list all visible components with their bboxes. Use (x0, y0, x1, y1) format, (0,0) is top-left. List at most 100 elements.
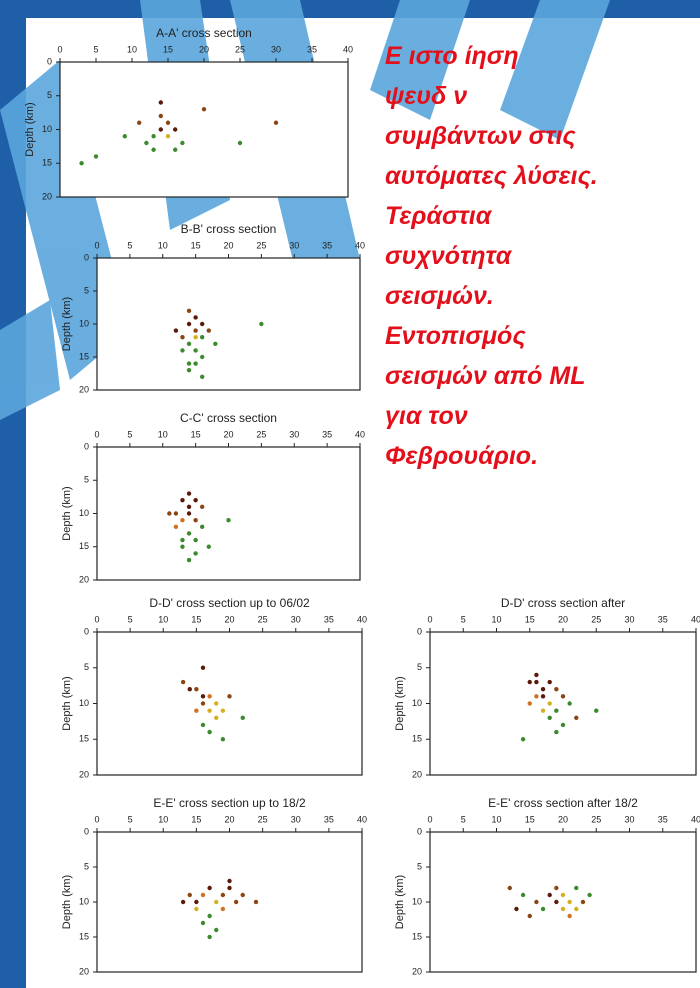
x-tick-label: 20 (224, 814, 234, 824)
note-line: Εντοπισμός (385, 322, 526, 350)
event-point (200, 920, 206, 926)
x-tick-label: 0 (57, 44, 62, 54)
event-point (514, 906, 519, 912)
y-tick-label: 20 (79, 769, 89, 779)
x-tick-label: 30 (291, 614, 301, 624)
event-point (193, 328, 198, 333)
event-point (193, 517, 198, 523)
y-tick-label: 0 (417, 626, 422, 636)
event-point (554, 885, 559, 891)
x-tick-label: 35 (658, 814, 668, 824)
note-line: Ε ιστο ίηση (385, 42, 519, 70)
event-point (180, 679, 186, 685)
event-point (547, 701, 552, 706)
x-tick-label: 10 (491, 614, 501, 624)
x-tick-label: 30 (289, 240, 299, 250)
x-tick-label: 30 (271, 44, 281, 54)
y-tick-label: 5 (47, 90, 52, 100)
x-tick-label: 25 (235, 44, 245, 54)
y-tick-label: 5 (84, 662, 89, 672)
chart-title: E-E' cross section up to 18/2 (153, 796, 306, 810)
event-point (186, 531, 192, 536)
event-point (534, 899, 539, 905)
y-axis-label: Depth (km) (61, 297, 73, 351)
x-tick-label: 0 (94, 429, 99, 439)
event-point (273, 120, 279, 125)
x-tick-label: 10 (158, 614, 168, 624)
x-tick-label: 5 (128, 814, 133, 824)
event-point (144, 140, 149, 146)
event-point (259, 321, 264, 327)
event-point (527, 913, 532, 919)
event-point (507, 885, 512, 891)
x-tick-label: 20 (224, 614, 234, 624)
note-line: σεισμών. (385, 282, 494, 310)
plot-frame (59, 61, 349, 198)
x-tick-label: 15 (191, 240, 201, 250)
y-tick-label: 5 (84, 285, 89, 295)
x-tick-label: 0 (94, 814, 99, 824)
event-point (200, 354, 205, 360)
event-point (227, 885, 232, 891)
x-tick-label: 5 (127, 429, 132, 439)
y-tick-label: 20 (79, 966, 89, 976)
event-point (540, 906, 546, 912)
event-point (151, 134, 156, 139)
y-tick-label: 0 (84, 626, 89, 636)
plot-frame (96, 446, 361, 581)
event-point (180, 348, 185, 353)
event-point (173, 127, 178, 132)
event-point (186, 504, 192, 510)
event-point (547, 715, 552, 720)
x-tick-label: 30 (624, 814, 634, 824)
x-tick-label: 5 (461, 814, 466, 824)
event-point (193, 361, 198, 366)
event-point (214, 899, 219, 905)
plot-frame (429, 631, 697, 776)
event-point (200, 524, 205, 529)
event-point (201, 107, 207, 112)
event-point (547, 892, 552, 898)
plot-frame (96, 831, 363, 973)
x-tick-label: 10 (158, 240, 168, 250)
chart-title: D-D' cross section after (501, 596, 625, 610)
event-point (206, 544, 211, 549)
y-tick-label: 15 (42, 158, 52, 168)
event-point (180, 537, 185, 543)
y-tick-label: 0 (84, 826, 89, 836)
event-point (574, 906, 579, 912)
event-point (587, 892, 592, 898)
event-point (214, 701, 219, 706)
plot-frame (96, 257, 361, 391)
y-axis-label: Depth (km) (61, 676, 73, 730)
x-tick-label: 40 (355, 240, 365, 250)
note-line: συμβάντων στις (385, 122, 576, 150)
event-point (534, 672, 539, 678)
x-tick-label: 15 (525, 814, 535, 824)
event-point (194, 708, 199, 713)
event-point (554, 708, 559, 713)
event-point (207, 729, 212, 735)
y-tick-label: 15 (79, 541, 89, 551)
event-point (574, 885, 579, 891)
event-point (180, 498, 185, 503)
y-tick-label: 5 (417, 662, 422, 672)
x-tick-label: 5 (461, 614, 466, 624)
chart-title: E-E' cross section after 18/2 (488, 796, 638, 810)
y-axis-label: Depth (km) (61, 486, 73, 540)
x-tick-label: 10 (491, 814, 501, 824)
event-point (165, 120, 171, 125)
y-tick-label: 15 (412, 931, 422, 941)
x-tick-label: 5 (127, 240, 132, 250)
event-point (193, 551, 198, 556)
event-point (193, 348, 198, 353)
event-point (520, 892, 526, 898)
event-point (180, 544, 185, 549)
x-tick-label: 15 (191, 814, 201, 824)
event-point (207, 885, 212, 891)
note-line: για τον (385, 402, 468, 430)
y-axis-label: Depth (km) (394, 676, 406, 730)
x-tick-label: 10 (158, 429, 168, 439)
y-tick-label: 10 (79, 508, 89, 518)
event-point (187, 892, 192, 898)
